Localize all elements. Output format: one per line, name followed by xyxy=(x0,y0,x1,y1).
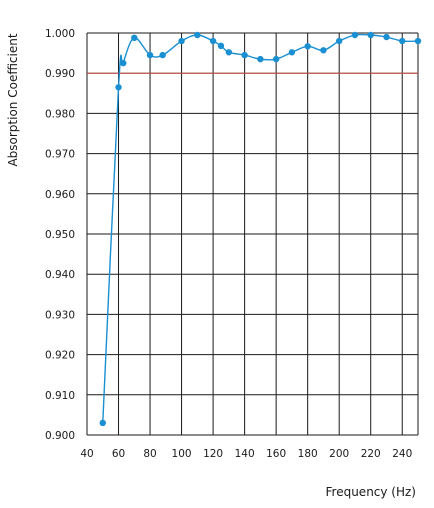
data-point xyxy=(178,37,185,45)
data-point xyxy=(383,33,390,41)
y-tick-label: 0.930 xyxy=(45,309,75,321)
x-tick-label: 140 xyxy=(235,448,255,460)
data-point xyxy=(159,51,166,59)
x-tick-label: 220 xyxy=(361,448,381,460)
x-axis-title: Frequency (Hz) xyxy=(326,485,417,499)
grid xyxy=(86,32,419,436)
x-tick-label: 120 xyxy=(203,448,223,460)
data-point xyxy=(194,31,201,39)
data-point xyxy=(99,419,106,427)
data-point xyxy=(288,49,296,56)
y-tick-label: 1.000 xyxy=(45,28,75,40)
x-tick-label: 240 xyxy=(392,448,412,460)
y-axis-title: Absorption Coefficient xyxy=(6,33,20,166)
x-tick-label: 180 xyxy=(298,448,318,460)
y-tick-label: 0.920 xyxy=(45,350,75,362)
y-tick-label: 0.900 xyxy=(45,430,75,442)
x-tick-label: 160 xyxy=(266,448,286,460)
data-point xyxy=(414,37,422,45)
data-point xyxy=(304,43,311,50)
y-tick-label: 0.940 xyxy=(45,269,75,281)
data-point xyxy=(367,31,374,39)
data-point xyxy=(217,42,225,50)
x-tick-label: 200 xyxy=(329,448,349,460)
y-tick-labels: 0.900 0.910 0.920 0.930 0.940 0.950 0.960 0.970… xyxy=(45,28,75,442)
y-tick-label: 0.960 xyxy=(45,189,75,201)
data-point xyxy=(320,47,327,54)
data-point xyxy=(120,59,127,67)
data-point xyxy=(335,37,343,45)
data-point xyxy=(351,31,359,39)
y-tick-label: 0.910 xyxy=(45,390,75,402)
data-point xyxy=(131,34,138,42)
data-point xyxy=(209,37,217,45)
y-tick-label: 0.970 xyxy=(45,149,75,161)
data-point xyxy=(399,37,406,45)
data-point xyxy=(115,84,122,91)
x-tick-label: 60 xyxy=(112,448,125,460)
data-point xyxy=(225,49,233,56)
x-tick-label: 100 xyxy=(172,448,192,460)
data-point xyxy=(257,55,264,63)
data-point xyxy=(241,51,248,59)
y-tick-label: 0.990 xyxy=(45,68,75,80)
x-tick-label: 80 xyxy=(143,448,156,460)
x-tick-labels: 40 60 80 100 120 140 160 180 200 220 240 xyxy=(80,448,412,460)
series-layer xyxy=(99,31,422,427)
x-tick-label: 40 xyxy=(80,448,93,460)
data-point xyxy=(272,55,280,63)
y-tick-label: 0.980 xyxy=(45,108,75,120)
y-tick-label: 0.950 xyxy=(45,229,75,241)
data-point xyxy=(146,51,154,59)
